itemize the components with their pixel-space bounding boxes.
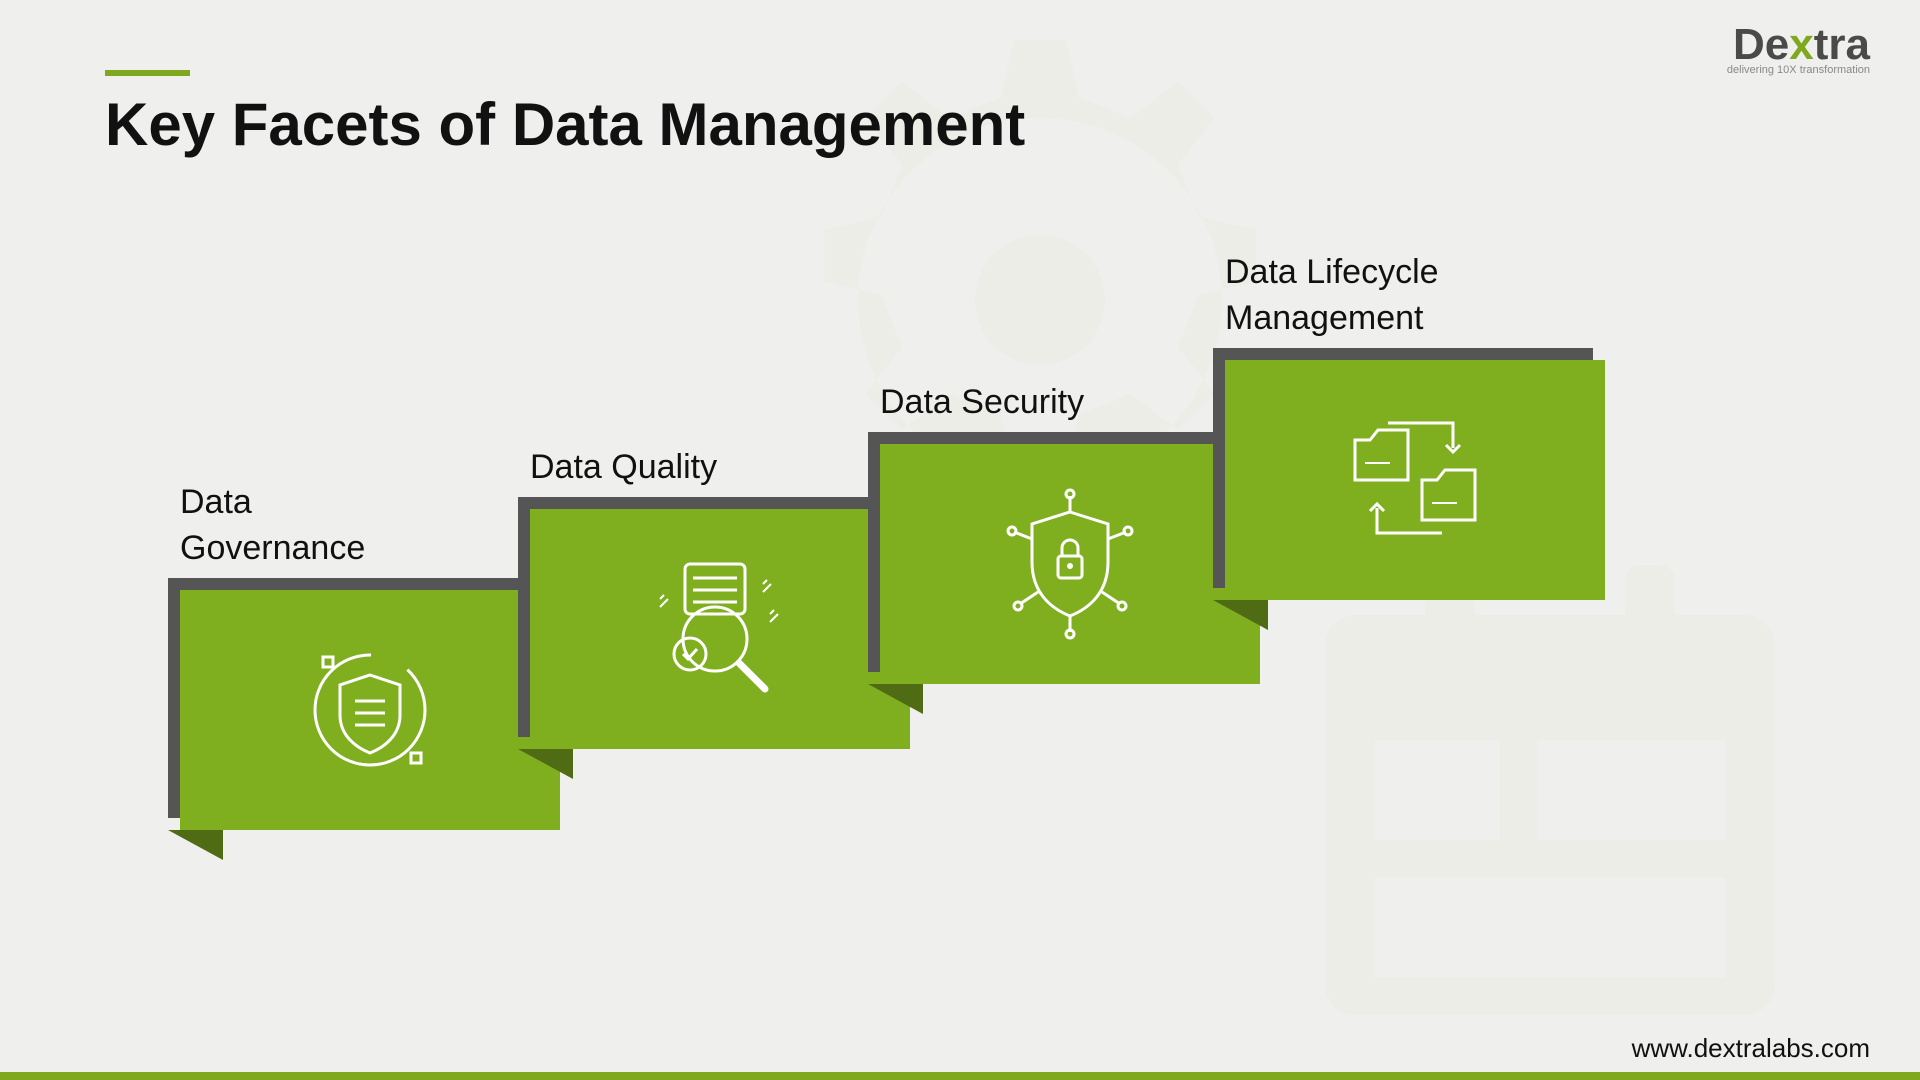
- facet-label: Data Lifecycle Management: [1225, 250, 1605, 342]
- quality-icon: [635, 544, 805, 714]
- facet-label: Data Governance: [180, 480, 560, 572]
- facet-notch: [868, 684, 923, 714]
- facet-card-wrap: [530, 509, 910, 749]
- footer-bar: [0, 1072, 1920, 1080]
- facet-card-wrap: [1225, 360, 1605, 600]
- facet-card-wrap: [880, 444, 1260, 684]
- facet-label: Data Security: [880, 380, 1260, 426]
- facet-lifecycle: Data Lifecycle Management: [1225, 250, 1605, 600]
- facet-notch: [168, 830, 223, 860]
- lifecycle-icon: [1330, 405, 1500, 555]
- facet-card: [1225, 360, 1605, 600]
- facet-card: [530, 509, 910, 749]
- facet-card-wrap: [180, 590, 560, 830]
- facets-container: Data Governance Data Quality: [0, 0, 1920, 1080]
- facet-governance: Data Governance: [180, 480, 560, 830]
- facet-label: Data Quality: [530, 445, 910, 491]
- facet-card: [180, 590, 560, 830]
- governance-icon: [295, 635, 445, 785]
- facet-notch: [518, 749, 573, 779]
- footer-url: www.dextralabs.com: [1632, 1033, 1870, 1064]
- facet-security: Data Security: [880, 380, 1260, 684]
- facet-card: [880, 444, 1260, 684]
- facet-quality: Data Quality: [530, 445, 910, 749]
- security-icon: [990, 484, 1150, 644]
- facet-notch: [1213, 600, 1268, 630]
